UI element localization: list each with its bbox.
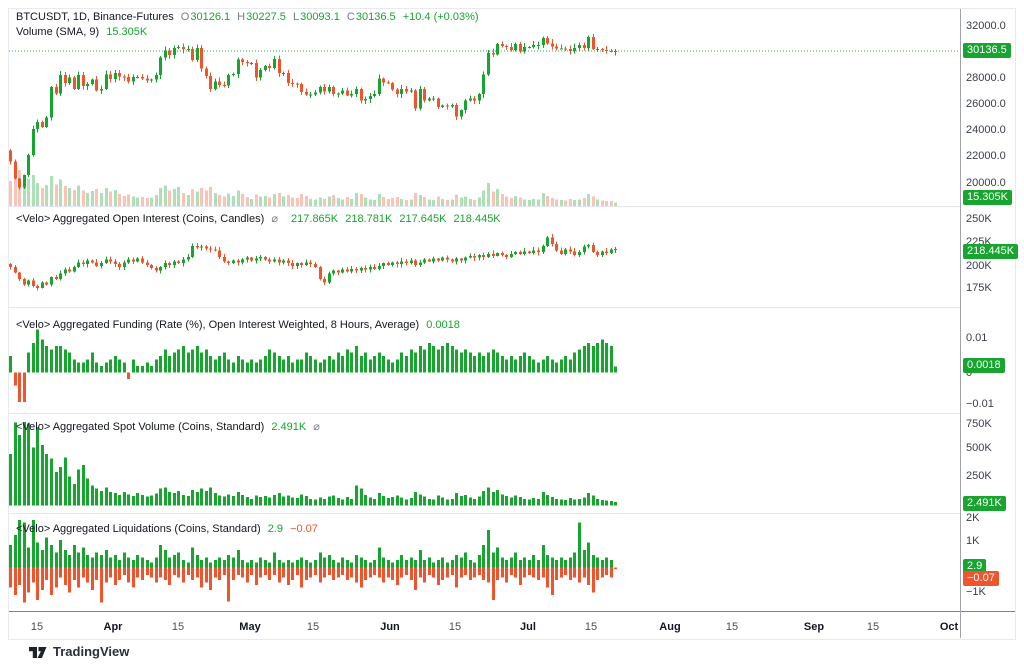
oi-open-value: 217.865K xyxy=(291,213,339,225)
price-axis-badge: 30136.5 xyxy=(963,43,1011,58)
price-axis-label: 250K xyxy=(966,470,992,482)
change-value: +10.4 (+0.03%) xyxy=(402,11,479,23)
time-axis-label: 15 xyxy=(448,621,462,633)
time-axis-label: 15 xyxy=(866,621,880,633)
oi-low-value: 217.645K xyxy=(399,213,447,225)
price-axis-label: 24000.0 xyxy=(966,124,1006,136)
time-axis-label: Aug xyxy=(659,621,681,633)
price-axis-label: 20000.0 xyxy=(966,177,1006,189)
time-axis-label: Jun xyxy=(380,621,400,633)
funding-title[interactable]: <Velo> Aggregated Funding (Rate (%), Ope… xyxy=(16,319,420,331)
open-interest-title[interactable]: <Velo> Aggregated Open Interest (Coins, … xyxy=(16,213,265,225)
spot-volume-legend-row[interactable]: <Velo> Aggregated Spot Volume (Coins, St… xyxy=(16,420,324,435)
price-axis-label: −0.01 xyxy=(966,398,994,410)
tradingview-brand-text: TradingView xyxy=(53,644,130,659)
price-axis-label: 1K xyxy=(966,535,980,547)
price-axis-badge: 15.305K xyxy=(963,190,1012,205)
spot-volume-value: 2.491K xyxy=(271,421,307,433)
time-axis-label: 15 xyxy=(584,621,598,633)
time-axis-label: 15 xyxy=(30,621,44,633)
volume-legend-row[interactable]: Volume (SMA, 9) 15.305K xyxy=(16,25,151,40)
price-axis-label: 200K xyxy=(966,260,992,272)
time-axis-label: Apr xyxy=(103,621,123,633)
price-axis-label: 175K xyxy=(966,282,992,294)
time-axis-label: 15 xyxy=(171,621,185,633)
oi-close-value: 218.445K xyxy=(453,213,501,225)
liquidations-short-value: −0.07 xyxy=(290,523,318,535)
liquidations-long-value: 2.9 xyxy=(267,523,283,535)
price-axis-badge: 2.9 xyxy=(963,559,987,574)
close-label: C xyxy=(346,11,355,23)
average-icon: ⌀ xyxy=(313,421,320,433)
tradingview-logo[interactable]: TradingView xyxy=(28,644,129,659)
time-axis-label: Sep xyxy=(803,621,825,633)
funding-value: 0.0018 xyxy=(426,319,460,331)
open-label: O xyxy=(180,11,190,23)
high-value: 30227.5 xyxy=(246,11,286,23)
price-axis-badge: 218.445K xyxy=(963,244,1019,259)
tradingview-logo-icon xyxy=(29,646,47,658)
low-label: L xyxy=(292,11,300,23)
time-axis-label: May xyxy=(239,621,261,633)
price-axis-label: 500K xyxy=(966,442,992,454)
price-axis-badge: 2.491K xyxy=(963,496,1006,511)
price-axis-label: −1K xyxy=(966,586,986,598)
price-axis-label: 2K xyxy=(966,512,980,524)
open-interest-legend-row[interactable]: <Velo> Aggregated Open Interest (Coins, … xyxy=(16,212,505,227)
high-label: H xyxy=(237,11,246,23)
time-axis-label: 15 xyxy=(306,621,320,633)
close-value: 30136.5 xyxy=(355,11,396,23)
price-axis-label: 26000.0 xyxy=(966,98,1006,110)
volume-indicator-title[interactable]: Volume (SMA, 9) xyxy=(16,26,100,38)
time-axis-label: Oct xyxy=(939,621,959,633)
open-value: 30126.1 xyxy=(190,11,231,23)
liquidations-title[interactable]: <Velo> Aggregated Liquidations (Coins, S… xyxy=(16,523,261,535)
price-axis-label: 250K xyxy=(966,213,992,225)
funding-legend-row[interactable]: <Velo> Aggregated Funding (Rate (%), Ope… xyxy=(16,318,464,333)
price-axis-label: 750K xyxy=(966,418,992,430)
spot-volume-title[interactable]: <Velo> Aggregated Spot Volume (Coins, St… xyxy=(16,421,265,433)
liquidations-legend-row[interactable]: <Velo> Aggregated Liquidations (Coins, S… xyxy=(16,522,322,537)
symbol-title[interactable]: BTCUSDT, 1D, Binance-Futures xyxy=(16,11,174,23)
price-axis-label: 28000.0 xyxy=(966,72,1006,84)
time-axis-label: 15 xyxy=(725,621,739,633)
oi-high-value: 218.781K xyxy=(345,213,393,225)
price-legend-row[interactable]: BTCUSDT, 1D, Binance-Futures O30126.1 H3… xyxy=(16,10,483,25)
price-axis-label: 0.01 xyxy=(966,332,988,344)
time-axis-label: Jul xyxy=(520,621,536,633)
low-value: 30093.1 xyxy=(300,11,340,23)
price-axis-badge: −0.07 xyxy=(963,571,999,586)
price-axis-label: 22000.0 xyxy=(966,150,1006,162)
volume-indicator-value: 15.305K xyxy=(106,26,148,38)
price-axis-label: 0 xyxy=(966,367,973,379)
average-icon: ⌀ xyxy=(271,213,278,225)
price-axis-label: 32000.0 xyxy=(966,20,1006,32)
price-axis-badge: 0.0018 xyxy=(963,358,1005,373)
